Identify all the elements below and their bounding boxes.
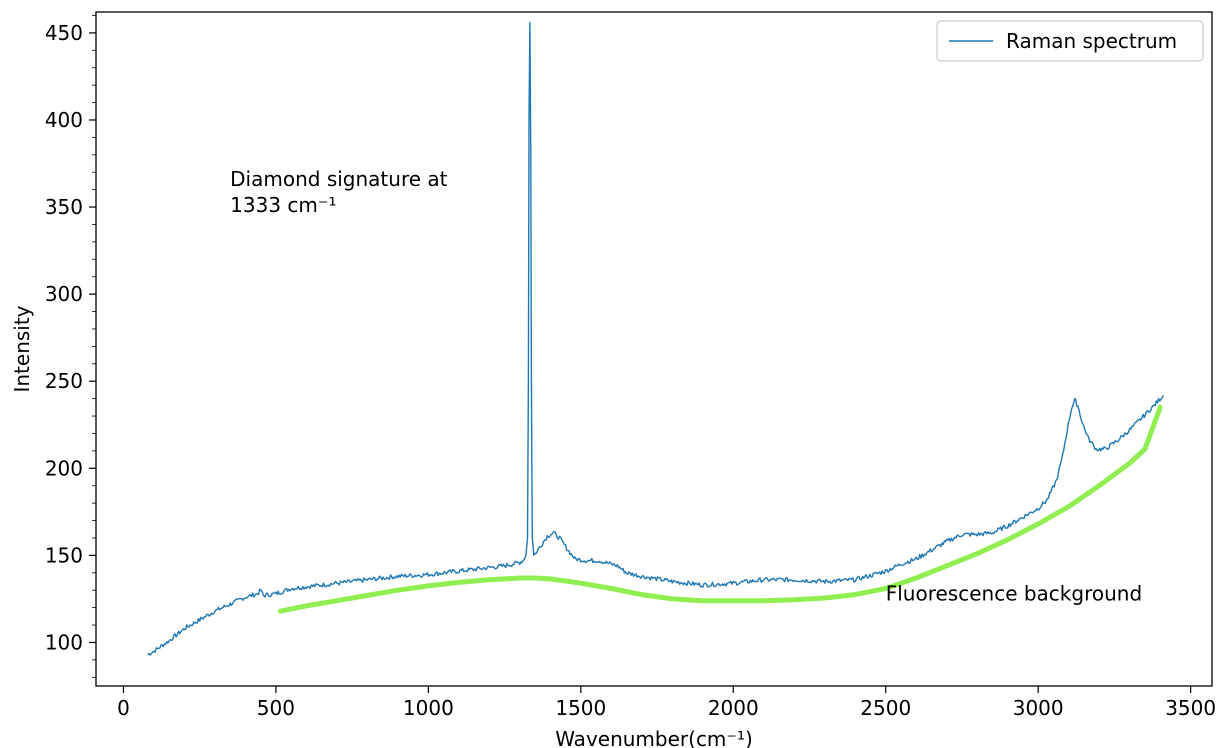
series-fluorescence-background [278,404,1163,614]
annotation: Diamond signature at 1333 cm⁻¹ [230,167,447,217]
y-tick-label: 100 [45,630,83,654]
x-tick-label: 1500 [555,696,606,720]
y-tick-label: 400 [45,108,83,132]
x-tick-label: 2000 [708,696,759,720]
y-tick-label: 300 [45,282,83,306]
x-axis-title: Wavenumber(cm⁻¹) [555,727,753,748]
y-axis: 100 150 200 250 300 350 400 450 [45,15,96,678]
y-tick-label: 200 [45,456,83,480]
x-axis: 0 500 1000 1500 2000 2500 3000 3500 [117,686,1216,720]
x-tick-label: 3000 [1013,696,1064,720]
legend-label: Raman spectrum [1006,29,1177,53]
annotation: Fluorescence background [886,582,1142,606]
annotation-line: 1333 cm⁻¹ [230,193,336,217]
x-tick-label: 3500 [1165,696,1216,720]
legend: Raman spectrum [936,20,1204,62]
legend-box [936,20,1204,62]
annotation-line: Diamond signature at [230,167,447,191]
series-layer [147,21,1164,656]
y-tick-label: 250 [45,369,83,393]
y-tick-label: 150 [45,543,83,567]
y-tick-label: 450 [45,21,83,45]
annotations: Diamond signature at 1333 cm⁻¹ Fluorescenc… [230,167,1142,606]
x-tick-label: 0 [117,696,130,720]
x-tick-label: 500 [257,696,295,720]
x-tick-label: 1000 [403,696,454,720]
y-tick-label: 350 [45,195,83,219]
series-raman-spectrum [147,21,1164,656]
x-tick-label: 2500 [860,696,911,720]
y-axis-title: Intensity [10,305,34,392]
plot-frame [95,11,1213,687]
